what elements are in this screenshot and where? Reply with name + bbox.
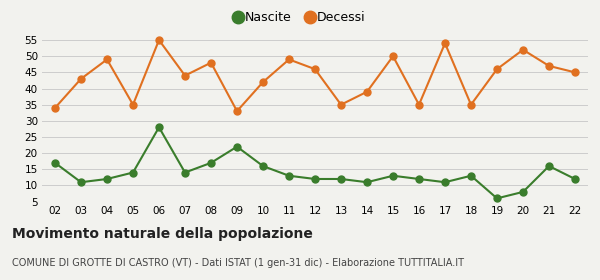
Text: Movimento naturale della popolazione: Movimento naturale della popolazione bbox=[12, 227, 313, 241]
Text: COMUNE DI GROTTE DI CASTRO (VT) - Dati ISTAT (1 gen-31 dic) - Elaborazione TUTTI: COMUNE DI GROTTE DI CASTRO (VT) - Dati I… bbox=[12, 258, 464, 268]
Legend: Nascite, Decessi: Nascite, Decessi bbox=[230, 6, 370, 29]
